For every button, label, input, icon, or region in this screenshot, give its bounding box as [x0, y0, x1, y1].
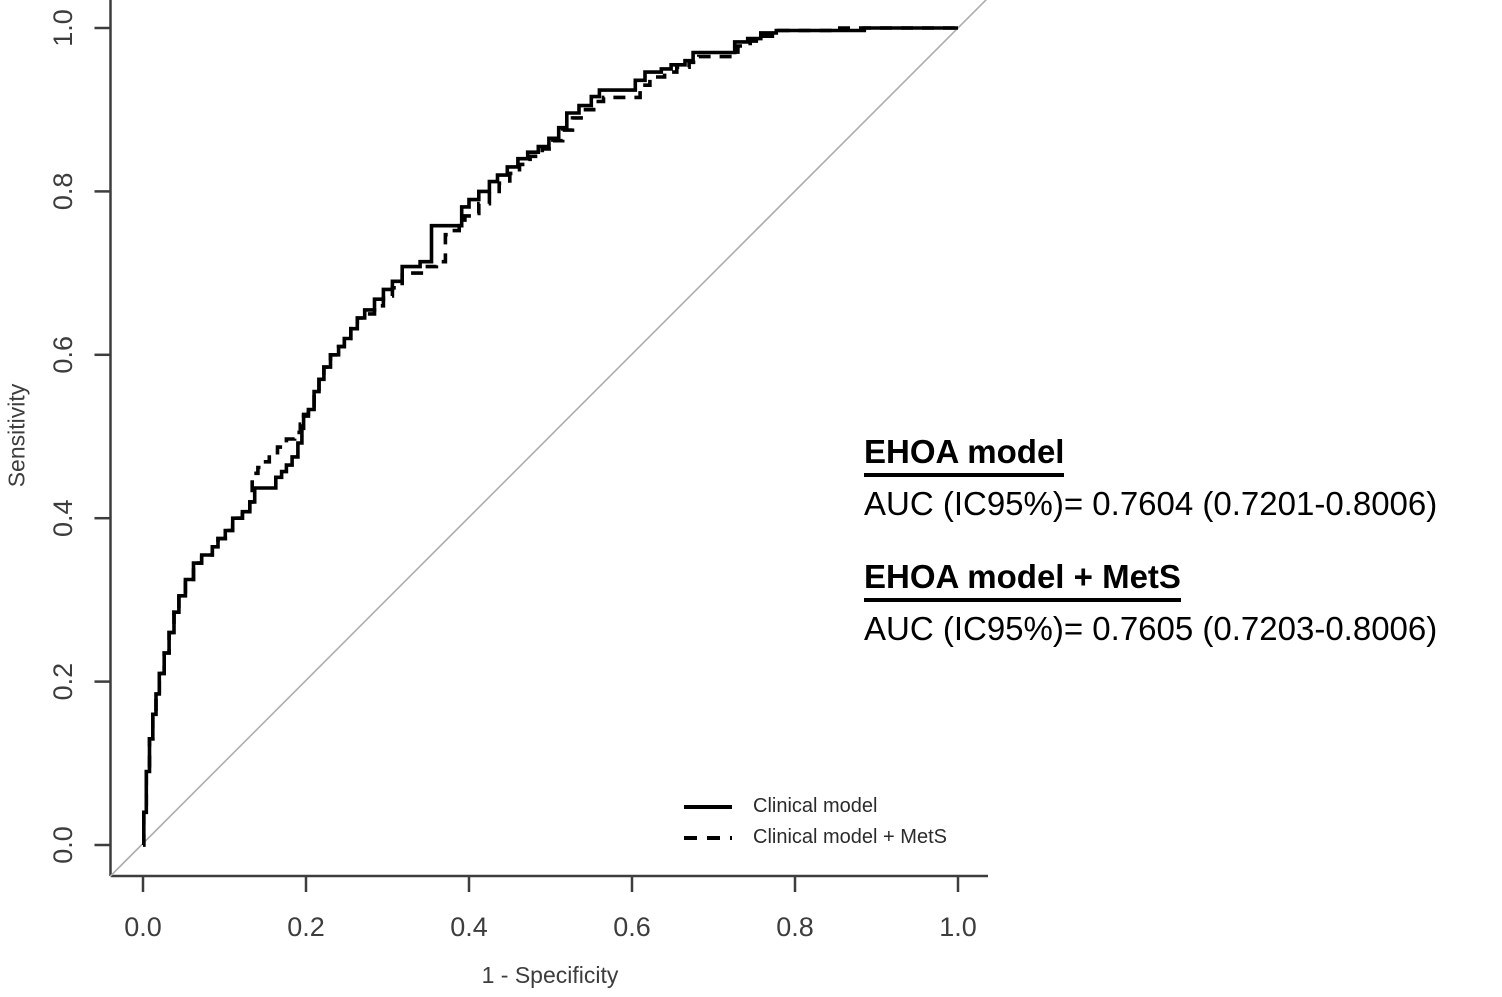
chance-diagonal: [109, 0, 988, 877]
legend-label: Clinical model: [753, 795, 878, 817]
annotation-title: EHOA model + MetS: [864, 558, 1181, 602]
y-tick-label: 1.0: [48, 9, 78, 47]
legend-row-clinical-model: Clinical model: [684, 791, 947, 822]
solid-line-icon: [684, 804, 732, 809]
roc-curve-clinical-model: [142, 26, 958, 847]
annotation-ehoa-model: EHOA model AUC (IC95%)= 0.7604 (0.7201-0…: [864, 433, 1438, 523]
dashed-line-icon: [684, 835, 732, 840]
x-tick-label: 1.0: [939, 912, 977, 942]
legend-row-clinical-model-mets: Clinical model + MetS: [684, 822, 947, 853]
x-tick-label: 0.6: [613, 912, 651, 942]
y-tick-label: 0.8: [48, 173, 78, 211]
auc-annotations: EHOA model AUC (IC95%)= 0.7604 (0.7201-0…: [864, 433, 1438, 648]
axes: 0.0 0.2 0.4 0.6 0.8 1.0 0.0 0.2 0.4 0.6 0.8 1.0: [48, 0, 988, 942]
y-tick-label: 0.0: [48, 826, 78, 864]
y-axis-title: Sensitivity: [3, 383, 30, 488]
legend-label: Clinical model + MetS: [753, 826, 947, 848]
x-tick-label: 0.0: [124, 912, 162, 942]
y-tick-label: 0.6: [48, 336, 78, 374]
x-tick-label: 0.8: [776, 912, 814, 942]
annotation-title: EHOA model: [864, 433, 1065, 477]
x-tick-label: 0.4: [450, 912, 488, 942]
y-tick-label: 0.2: [48, 663, 78, 701]
annotation-auc-value: AUC (IC95%)= 0.7604 (0.7201-0.8006): [864, 484, 1438, 522]
x-tick-label: 0.2: [287, 912, 325, 942]
x-axis-title: 1 - Specificity: [481, 962, 619, 988]
chance-diagonal-line: [109, 0, 988, 877]
annotation-auc-value: AUC (IC95%)= 0.7605 (0.7203-0.8006): [864, 609, 1438, 647]
y-tick-label: 0.4: [48, 499, 78, 537]
legend: Clinical model Clinical model + MetS: [684, 791, 947, 853]
annotation-ehoa-model-mets: EHOA model + MetS AUC (IC95%)= 0.7605 (0…: [864, 558, 1438, 648]
roc-curves: [142, 26, 958, 847]
